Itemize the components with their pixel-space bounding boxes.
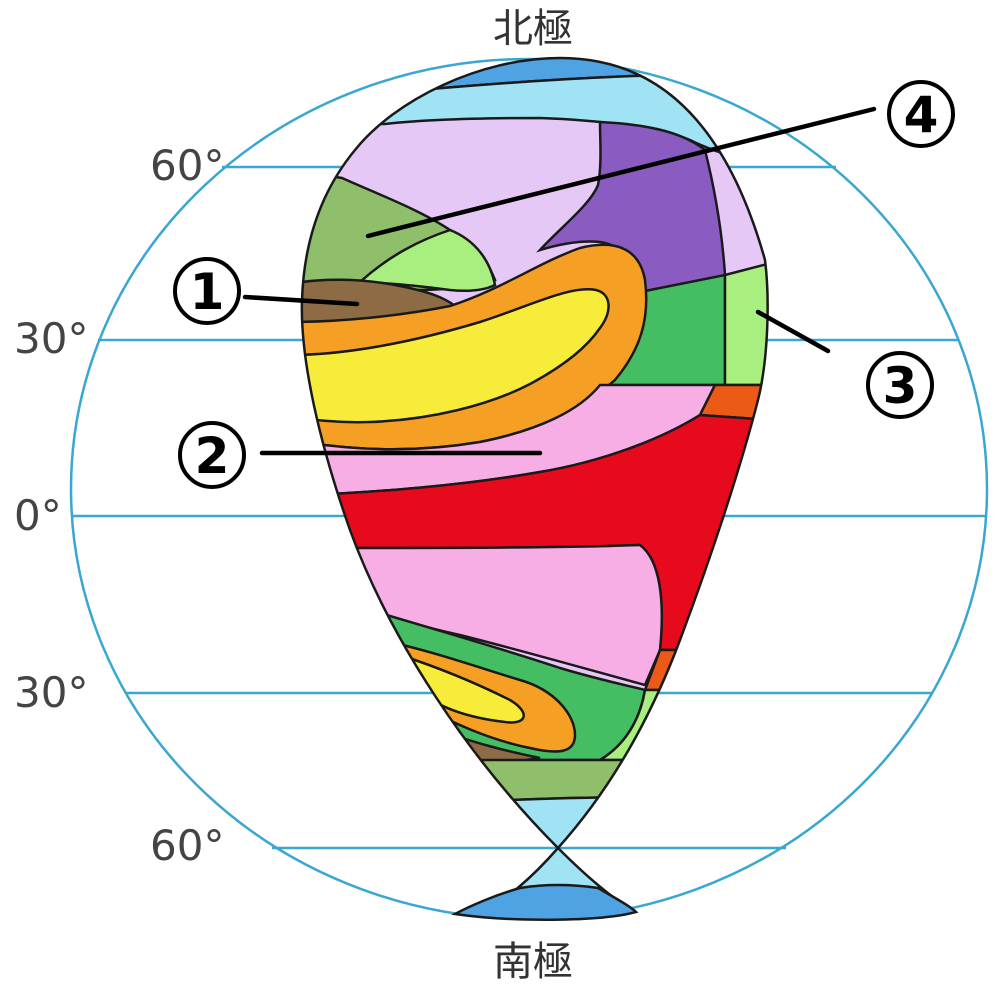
leader-line-3 [755, 309, 831, 354]
leader-line-1 [242, 294, 360, 307]
lat-label-equator: 0° [14, 491, 62, 540]
marker-2: 2 [178, 421, 246, 489]
zone-desert-north [301, 288, 610, 424]
zone-temperate-south [301, 758, 768, 804]
lat-label-s30: 30° [14, 668, 88, 717]
marker-3-circle [866, 351, 934, 419]
continent-outline [300, 56, 769, 850]
marker-4: 4 [887, 80, 955, 148]
lat-label-n30: 30° [14, 314, 88, 363]
north-pole-label: 北極 [493, 6, 573, 52]
continent-zones [301, 58, 768, 848]
zone-dark-orange-south [643, 648, 768, 692]
lat-label-s60: 60° [150, 821, 224, 870]
lat-label-n60: 60° [150, 141, 224, 190]
zone-light-green-nw [356, 228, 497, 293]
marker-1-number: 1 [190, 263, 225, 321]
marker-3-number: 3 [883, 357, 918, 415]
zone-light-green-ne [723, 260, 768, 387]
south-pole-label: 南極 [493, 939, 573, 984]
southern-tip [451, 846, 639, 921]
marker-4-number: 4 [904, 86, 939, 144]
marker-3: 3 [866, 351, 934, 419]
marker-2-circle [178, 421, 246, 489]
marker-1: 1 [173, 257, 241, 325]
marker-4-circle [887, 80, 955, 148]
southern-tip-ice-cap [451, 883, 639, 921]
marker-1-circle [173, 257, 241, 325]
leader-lines [242, 106, 877, 456]
marker-2-number: 2 [195, 427, 230, 485]
zone-dark-orange-north [698, 383, 768, 422]
leader-line-4 [365, 106, 877, 239]
